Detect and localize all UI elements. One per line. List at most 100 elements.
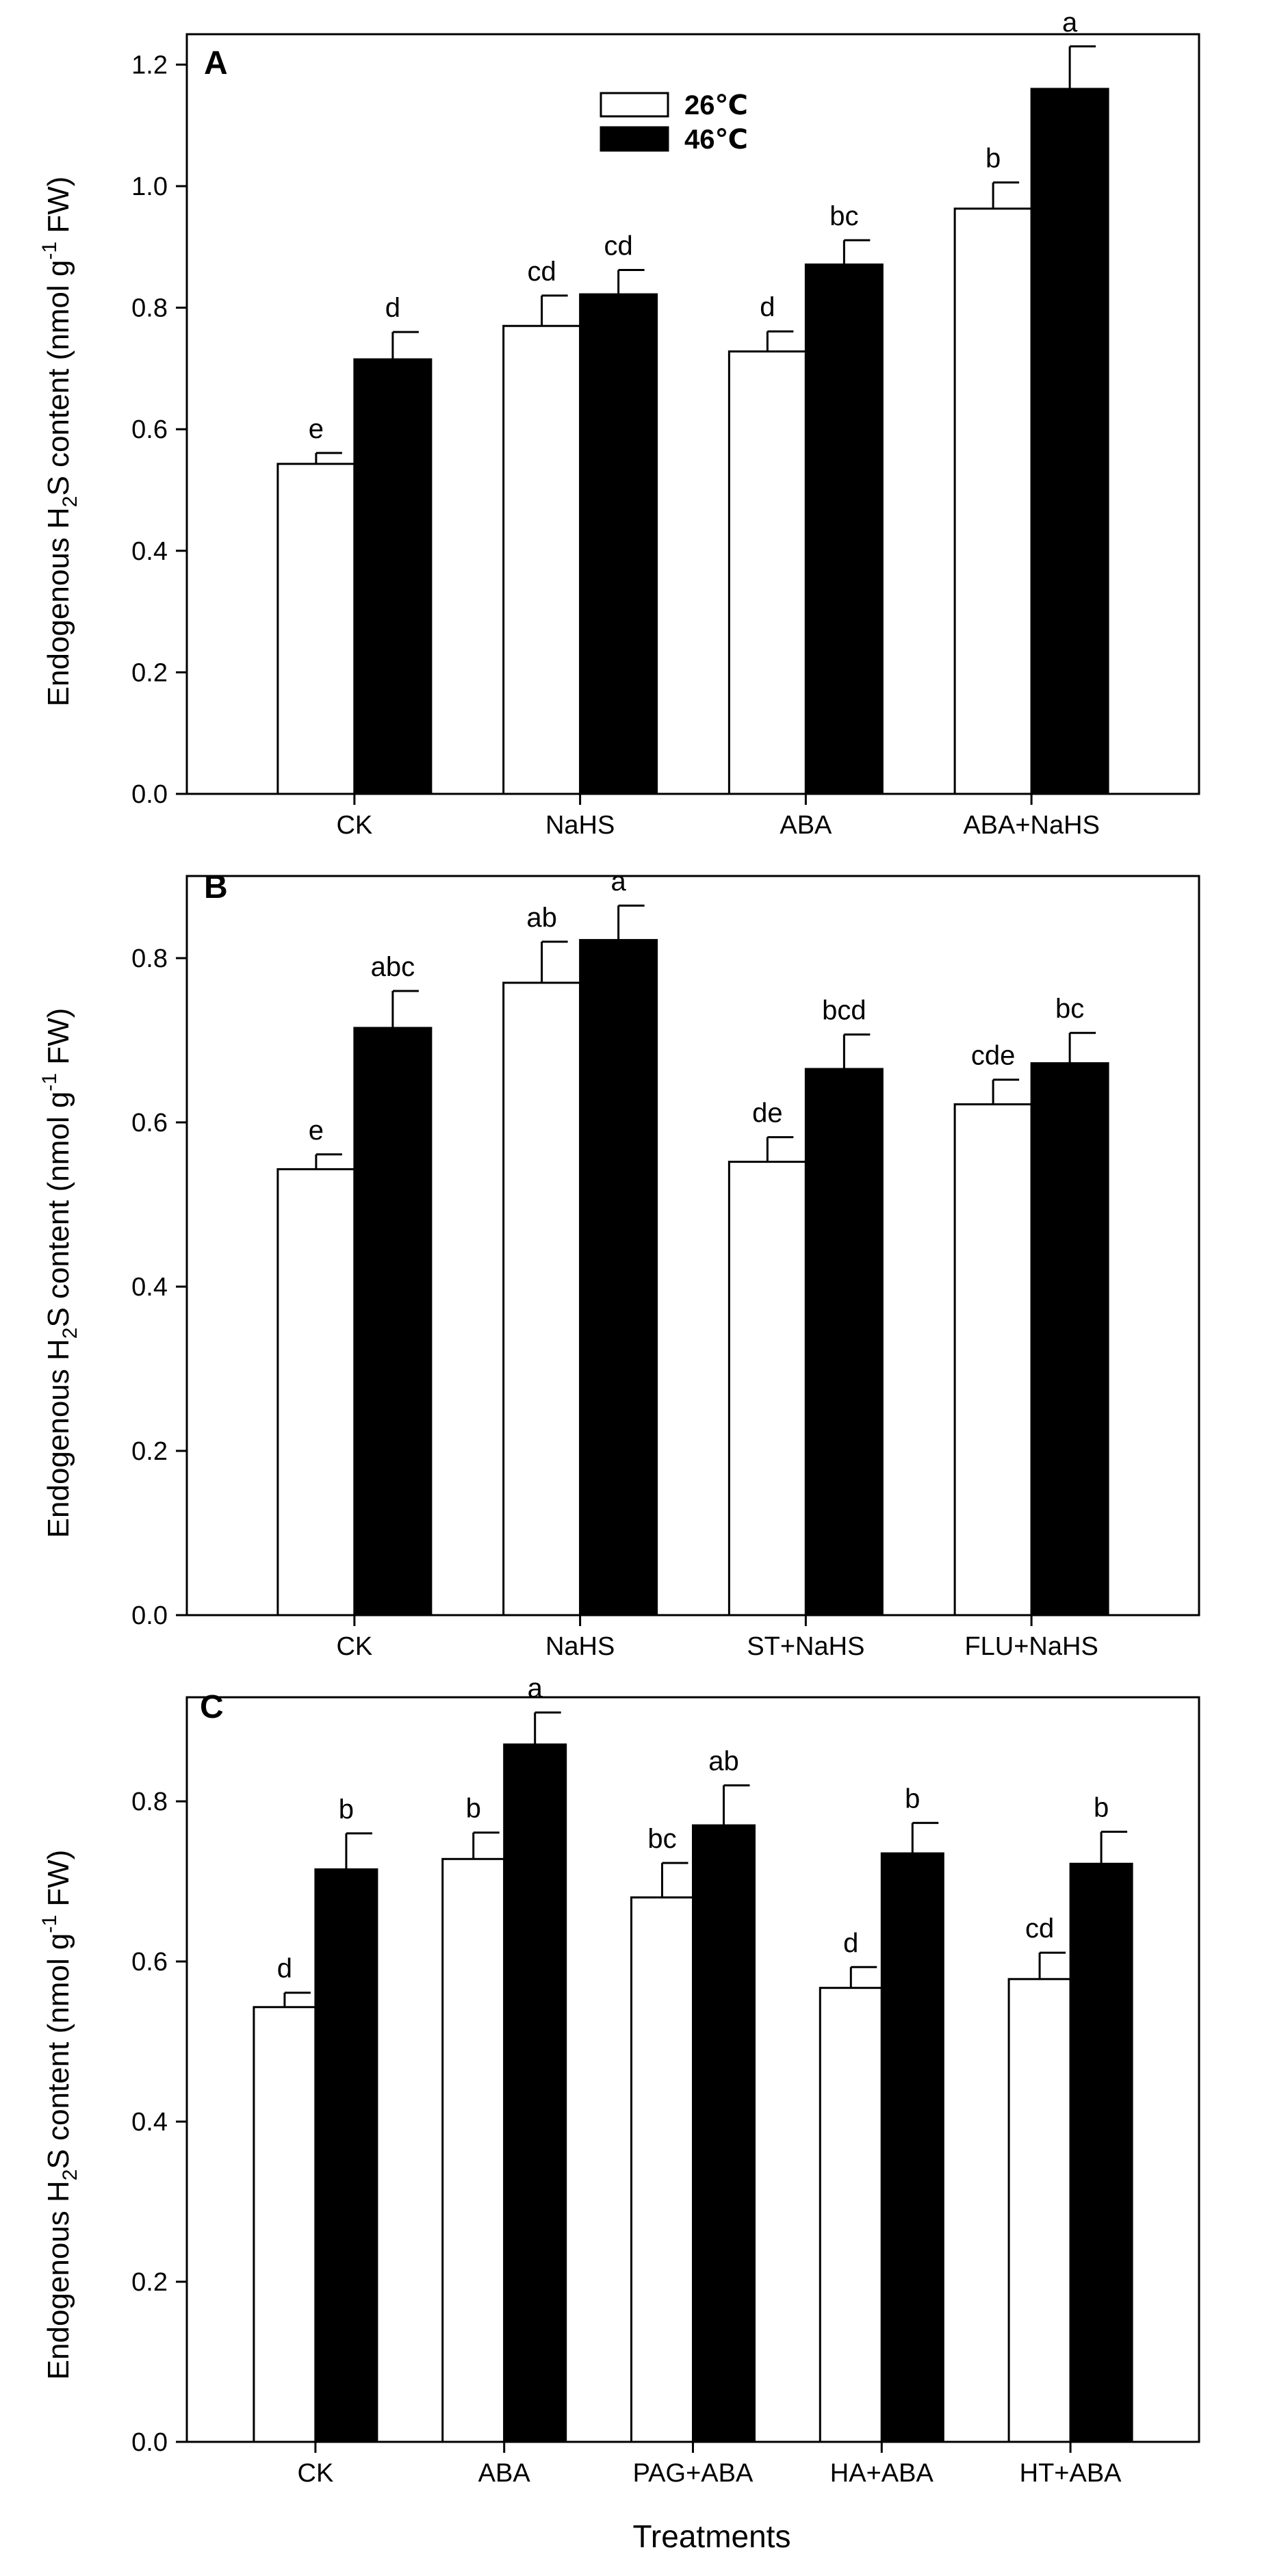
panel-b-bar-26c: [276, 1168, 356, 1617]
panel-a-y-tick-label: 1.0: [131, 172, 168, 201]
panel-a-bar-46c: [804, 263, 884, 795]
panel-c-category-label: HT+ABA: [1020, 2459, 1122, 2488]
panel-c-y-axis-label: Endogenous H2S content (nmol g-1 FW): [38, 1850, 81, 2380]
panel-a-y-tick-label: 0.0: [131, 780, 168, 809]
panel-b-plot-frame: [185, 875, 1200, 1617]
panel-b-significance-letter: bc: [1055, 994, 1084, 1024]
panel-b-bar-26c: [502, 981, 582, 1617]
panel-c: C Endogenous H2S content (nmol g-1 FW) T…: [38, 1673, 1200, 2554]
panel-c-category-label: ABA: [478, 2459, 531, 2488]
panel-c-y-tick-label: 0.4: [131, 2108, 168, 2137]
legend: 26℃ 46℃: [600, 90, 748, 155]
panel-c-significance-letter: d: [843, 1928, 858, 1958]
legend-swatch-26c: [600, 92, 669, 118]
panel-c-significance-letter: b: [1094, 1793, 1109, 1823]
panel-a-y-tick-label: 0.2: [131, 658, 168, 687]
panel-a-significance-letter: cd: [528, 257, 556, 287]
panel-a-bar-46c: [353, 358, 433, 795]
panel-b-category-label: ST+NaHS: [747, 1632, 864, 1661]
panel-b-significance-letter: a: [611, 866, 627, 897]
panel-a-y-tick-label: 1.2: [131, 51, 168, 79]
panel-c-bar-26c: [1007, 1978, 1072, 2443]
panel-b-significance-letter: cde: [971, 1041, 1016, 1071]
panel-b-category-label: CK: [336, 1632, 372, 1661]
legend-swatch-46c: [600, 126, 669, 152]
panel-b-bar-46c: [353, 1027, 433, 1617]
panel-a-y-tick-label: 0.6: [131, 415, 168, 444]
panel-c-x-axis-label: Treatments: [633, 2519, 791, 2554]
panel-a-significance-letter: bc: [829, 201, 858, 231]
panel-c-category-label: CK: [298, 2459, 334, 2488]
panel-a-significance-letter: a: [1062, 8, 1078, 38]
panel-b-bar-46c: [804, 1068, 884, 1617]
panel-b-bar-46c: [1030, 1062, 1109, 1617]
panel-c-category-label: PAG+ABA: [633, 2459, 754, 2488]
panel-c-significance-letter: b: [339, 1794, 354, 1825]
panel-a-category-label: NaHS: [545, 811, 615, 840]
panel-b-bar-46c: [579, 939, 658, 1617]
panel-c-bar-26c: [253, 2006, 317, 2443]
panel-c-significance-letter: b: [466, 1794, 481, 1824]
panel-c-y-tick-label: 0.6: [131, 1948, 168, 1976]
panel-c-y-tick-label: 0.0: [131, 2428, 168, 2457]
panel-a-bar-26c: [502, 324, 582, 795]
panel-c-bar-26c: [630, 1896, 694, 2443]
panel-b: B Endogenous H2S content (nmol g-1 FW) 0…: [38, 866, 1200, 1661]
panel-b-bar-26c: [953, 1103, 1033, 1617]
panel-c-category-label: HA+ABA: [830, 2459, 934, 2488]
panel-a-bar-26c: [727, 350, 807, 795]
panel-c-significance-letter: ab: [708, 1747, 739, 1777]
panel-a-significance-letter: cd: [604, 231, 633, 261]
panel-a-bar-46c: [579, 293, 658, 795]
panel-b-y-tick-label: 0.0: [131, 1601, 168, 1630]
panel-a-significance-letter: b: [986, 144, 1001, 174]
panel-b-category-label: FLU+NaHS: [964, 1632, 1098, 1661]
panel-c-letter: C: [200, 1689, 224, 1725]
panel-c-bar-46c: [1069, 1862, 1133, 2443]
panel-a-bar-26c: [953, 207, 1033, 795]
panel-b-category-label: NaHS: [545, 1632, 615, 1661]
panel-c-y-tick-label: 0.2: [131, 2268, 168, 2297]
panel-a-letter: A: [204, 45, 228, 81]
panel-c-significance-letter: d: [277, 1954, 292, 1984]
panel-a-bar-46c: [1030, 88, 1109, 795]
panel-c-bar-26c: [441, 1857, 506, 2443]
panel-b-y-tick-label: 0.2: [131, 1437, 168, 1466]
panel-b-significance-letter: e: [309, 1116, 324, 1146]
panel-b-bar-26c: [727, 1161, 807, 1617]
panel-b-y-tick-label: 0.8: [131, 944, 168, 973]
panel-b-y-tick-label: 0.4: [131, 1273, 168, 1302]
panel-c-bar-46c: [692, 1824, 756, 2443]
panel-c-significance-letter: b: [905, 1784, 920, 1814]
panel-a-significance-letter: e: [309, 414, 324, 444]
panel-c-bar-26c: [819, 1987, 883, 2443]
panel-b-y-axis-label: Endogenous H2S content (nmol g-1 FW): [38, 1008, 81, 1538]
panel-b-significance-letter: ab: [526, 903, 557, 933]
panel-a-bar-26c: [276, 463, 356, 795]
panel-a-significance-letter: d: [385, 293, 400, 323]
panel-b-significance-letter: abc: [371, 952, 415, 982]
panel-c-y-tick-label: 0.8: [131, 1788, 168, 1816]
panel-a-category-label: ABA: [780, 811, 832, 840]
panel-b-significance-letter: bcd: [822, 996, 866, 1026]
panel-a-category-label: CK: [336, 811, 372, 840]
panel-b-letter: B: [204, 869, 228, 905]
legend-label-26c: 26℃: [684, 90, 748, 120]
panel-a: A Endogenous H2S content (nmol g-1 FW) 2…: [38, 8, 1200, 840]
panel-a-y-tick-label: 0.4: [131, 537, 168, 566]
legend-label-46c: 46℃: [684, 125, 748, 155]
panel-c-bar-46c: [314, 1868, 378, 2443]
panel-c-bar-46c: [880, 1852, 944, 2443]
panel-c-significance-letter: bc: [647, 1824, 676, 1854]
panel-c-significance-letter: a: [528, 1673, 543, 1703]
panel-a-category-label: ABA+NaHS: [963, 811, 1100, 840]
panel-c-bar-46c: [503, 1743, 567, 2443]
panel-a-y-axis-label: Endogenous H2S content (nmol g-1 FW): [38, 177, 81, 707]
panel-a-plot-frame: [185, 33, 1200, 795]
panel-c-significance-letter: cd: [1025, 1914, 1054, 1944]
panel-b-significance-letter: de: [752, 1098, 783, 1129]
panel-b-y-tick-label: 0.6: [131, 1109, 168, 1137]
panel-a-y-tick-label: 0.8: [131, 294, 168, 323]
panel-a-significance-letter: d: [760, 292, 775, 322]
